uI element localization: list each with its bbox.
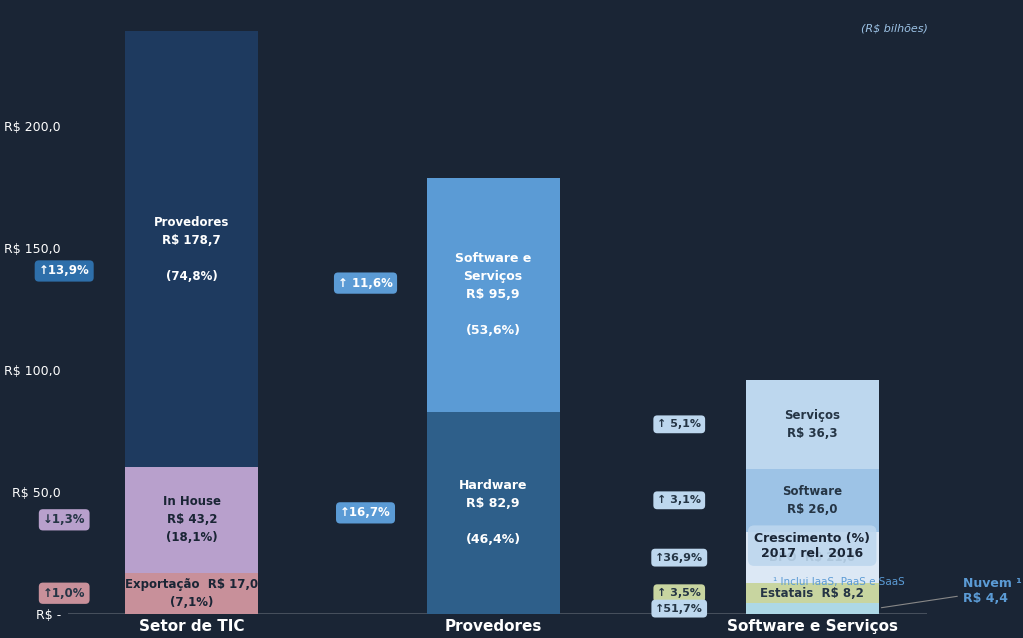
Text: ↑13,9%: ↑13,9% — [39, 265, 90, 278]
Text: ↑ 5,1%: ↑ 5,1% — [657, 419, 701, 429]
Bar — [746, 532, 879, 583]
Text: ↓1,3%: ↓1,3% — [43, 514, 86, 526]
Bar — [746, 380, 879, 468]
Text: ↑ 11,6%: ↑ 11,6% — [338, 277, 393, 290]
Text: BPO  R$ 21,0: BPO R$ 21,0 — [769, 551, 855, 564]
Text: ↑36,9%: ↑36,9% — [655, 553, 703, 563]
Text: Nuvem ¹
R$ 4,4: Nuvem ¹ R$ 4,4 — [882, 577, 1022, 608]
Text: Crescimento (%)
2017 rel. 2016: Crescimento (%) 2017 rel. 2016 — [754, 531, 871, 560]
Text: Software
R$ 26,0: Software R$ 26,0 — [783, 485, 842, 516]
Text: ¹ Inclui IaaS, PaaS e SaaS: ¹ Inclui IaaS, PaaS e SaaS — [773, 577, 905, 587]
Text: ↑1,0%: ↑1,0% — [43, 587, 86, 600]
Text: ↑51,7%: ↑51,7% — [656, 604, 703, 614]
Text: In House
R$ 43,2
(18,1%): In House R$ 43,2 (18,1%) — [163, 495, 221, 544]
Text: ↑ 3,5%: ↑ 3,5% — [658, 588, 701, 598]
Bar — [746, 583, 879, 604]
Text: Hardware
R$ 82,9

(46,4%): Hardware R$ 82,9 (46,4%) — [459, 479, 528, 546]
Text: Software e
Serviços
R$ 95,9

(53,6%): Software e Serviços R$ 95,9 (53,6%) — [455, 252, 531, 338]
Text: ↑16,7%: ↑16,7% — [340, 507, 391, 519]
Bar — [746, 604, 879, 614]
Text: (R$ bilhões): (R$ bilhões) — [860, 24, 928, 34]
Text: Serviços
R$ 36,3: Serviços R$ 36,3 — [785, 409, 840, 440]
Bar — [746, 468, 879, 532]
Text: Estatais  R$ 8,2: Estatais R$ 8,2 — [760, 587, 864, 600]
Bar — [427, 412, 560, 614]
Bar — [427, 178, 560, 412]
Bar — [126, 31, 258, 467]
Text: Exportação  R$ 17,0
(7,1%): Exportação R$ 17,0 (7,1%) — [125, 578, 259, 609]
Bar — [126, 572, 258, 614]
Text: Provedores
R$ 178,7

(74,8%): Provedores R$ 178,7 (74,8%) — [154, 216, 229, 283]
Text: ↑ 3,1%: ↑ 3,1% — [657, 495, 701, 505]
Bar — [126, 467, 258, 572]
